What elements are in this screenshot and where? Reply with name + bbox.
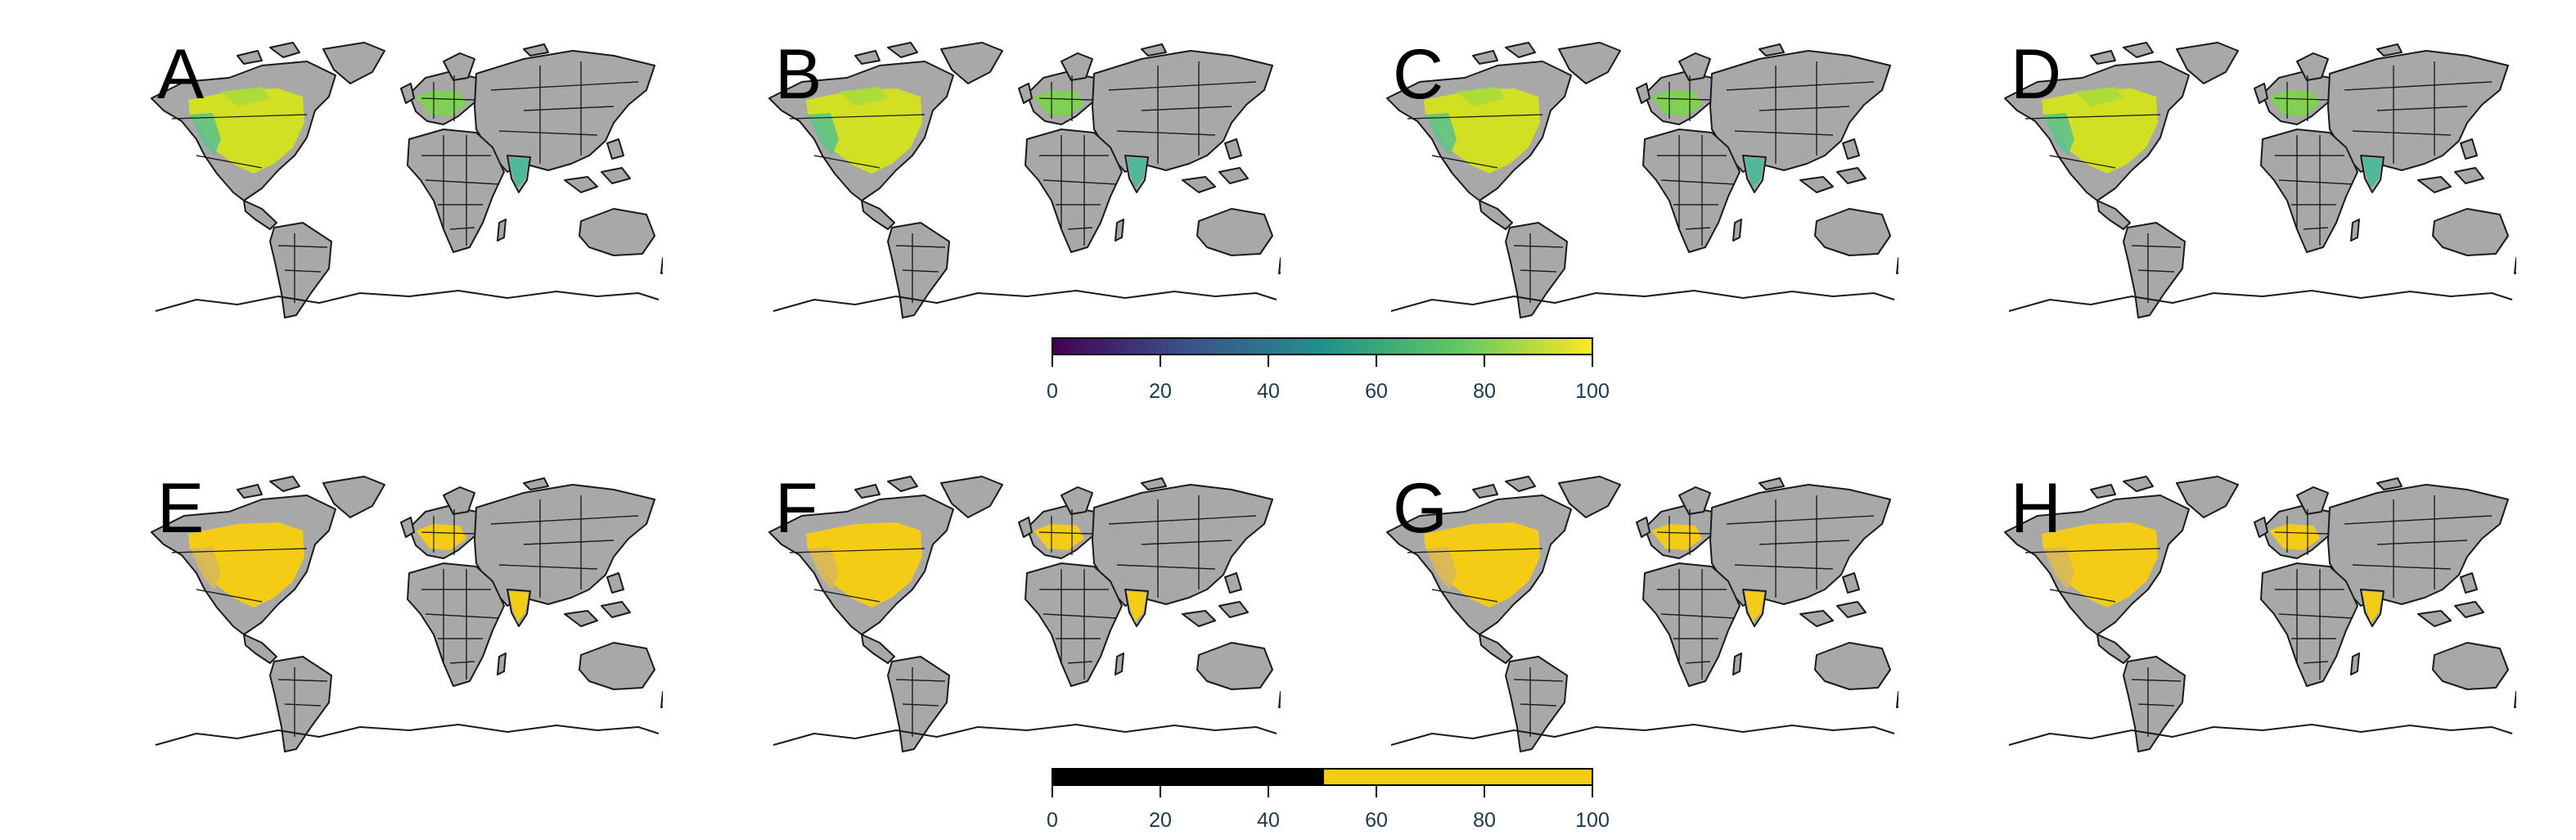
panel-label: F (775, 469, 818, 548)
world-map (1375, 467, 1898, 753)
suitability-north-america (1424, 88, 1540, 174)
suitability-north-america (806, 88, 922, 174)
tick-mark (1376, 355, 1377, 367)
suitability-north-america-west (1425, 547, 1457, 589)
tick-label: 0 (1047, 380, 1058, 403)
map-panel-c: C (1375, 33, 1898, 319)
suitability-india (1745, 157, 1764, 188)
tick-mark (1160, 786, 1161, 797)
colorbar-high-segment (1322, 768, 1593, 786)
panel-label: D (2011, 35, 2062, 114)
map-panel-d: D (1993, 33, 2516, 319)
map-panel-g: G (1375, 467, 1898, 753)
suitability-canada (1457, 87, 1506, 106)
colorbar-low-segment (1052, 768, 1322, 786)
tick-label: 20 (1149, 380, 1172, 403)
suitability-india (509, 591, 529, 622)
suitability-north-america (806, 522, 922, 607)
suitability-north-america (1424, 522, 1540, 607)
world-map (139, 33, 663, 319)
panel-label: E (157, 469, 205, 548)
world-map (1993, 33, 2516, 319)
suitability-india (2362, 591, 2382, 622)
panel-label: A (157, 35, 205, 114)
tick-mark (1376, 786, 1377, 797)
tick-mark (1268, 355, 1269, 367)
tick-label: 100 (1575, 809, 1610, 832)
suitability-india (1127, 157, 1146, 188)
continuous-colorbar (1052, 337, 1593, 355)
tick-mark (1052, 786, 1053, 797)
tick-label: 60 (1365, 380, 1388, 403)
tick-label: 20 (1149, 809, 1172, 832)
map-panel-h: H (1993, 467, 2516, 753)
tick-mark (1160, 355, 1161, 367)
suitability-india (509, 157, 529, 188)
tick-label: 60 (1365, 809, 1388, 832)
map-panel-b: B (757, 33, 1281, 319)
suitability-india (1745, 591, 1764, 622)
suitability-north-america-west (808, 547, 839, 589)
world-map (757, 467, 1281, 753)
suitability-north-america-west (2043, 547, 2074, 589)
tick-mark (1052, 355, 1053, 367)
suitability-india (2362, 157, 2382, 188)
suitability-canada (221, 87, 270, 106)
tick-mark (1268, 786, 1269, 797)
map-panel-e: E (139, 467, 663, 753)
suitability-north-america-west (190, 113, 221, 156)
suitability-north-america-west (808, 113, 839, 156)
panel-label: C (1393, 35, 1444, 114)
suitability-canada (839, 87, 888, 106)
suitability-canada (2074, 87, 2123, 106)
tick-mark (1484, 355, 1485, 367)
suitability-north-america-west (2043, 113, 2074, 156)
tick-mark (1592, 786, 1593, 797)
suitability-north-america (2042, 88, 2158, 174)
suitability-north-america-west (1425, 113, 1457, 156)
map-panel-a: A (139, 33, 663, 319)
binary-colorbar (1052, 768, 1593, 786)
panel-label: G (1393, 469, 1448, 548)
tick-mark (1484, 786, 1485, 797)
map-panel-f: F (757, 467, 1281, 753)
tick-label: 80 (1473, 380, 1496, 403)
suitability-north-america (188, 88, 304, 174)
tick-label: 40 (1257, 380, 1280, 403)
tick-mark (1592, 355, 1593, 367)
world-map (1375, 33, 1898, 319)
world-map (757, 33, 1281, 319)
panel-label: B (775, 35, 822, 114)
panel-label: H (2011, 469, 2062, 548)
world-map (139, 467, 663, 753)
tick-label: 40 (1257, 809, 1280, 832)
suitability-north-america-west (190, 547, 221, 589)
tick-label: 100 (1575, 380, 1610, 403)
suitability-india (1127, 591, 1146, 622)
tick-label: 80 (1473, 809, 1496, 832)
tick-label: 0 (1047, 809, 1058, 832)
suitability-north-america (2042, 522, 2158, 607)
world-map (1993, 467, 2516, 753)
suitability-north-america (188, 522, 304, 607)
